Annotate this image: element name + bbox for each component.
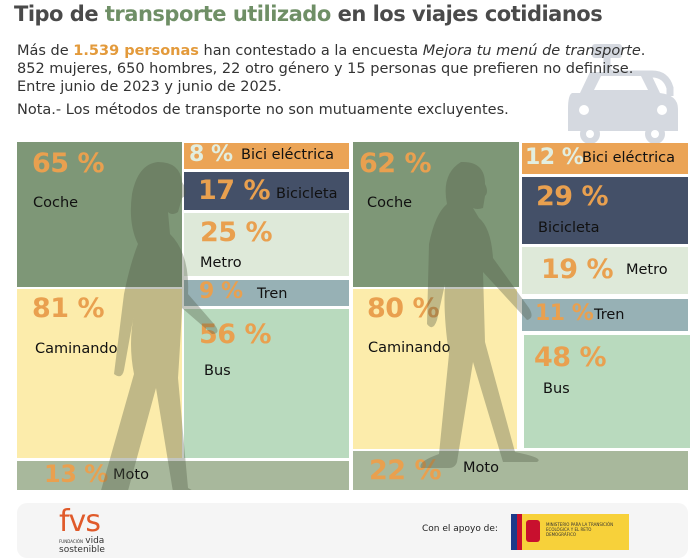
electric-car-icon: [568, 44, 678, 144]
category-label: Metro: [626, 262, 668, 278]
page-title: Tipo de transporte utilizado en los viaj…: [14, 2, 603, 26]
value-label: 9 %: [199, 280, 243, 304]
tile-bus: 56 % Bus: [184, 309, 349, 458]
value-label: 29 %: [536, 181, 609, 212]
value-label: 56 %: [199, 319, 272, 350]
category-label: Metro: [200, 255, 242, 271]
category-label: Caminando: [35, 341, 118, 357]
value-label: 13 %: [44, 461, 108, 488]
tile-caminando: 81 % Caminando: [17, 289, 182, 458]
value-label: 11 %: [535, 301, 594, 326]
value-label: 17 %: [198, 175, 271, 206]
tile-metro: 19 % Metro: [522, 247, 688, 294]
value-label: 48 %: [534, 342, 607, 373]
tile-caminando: 80 % Caminando: [353, 289, 517, 449]
category-label: Caminando: [368, 340, 451, 356]
category-label: Bicicleta: [538, 220, 600, 236]
intro-text: Más de 1.539 personas han contestado a l…: [17, 43, 646, 95]
value-label: 65 %: [32, 148, 105, 179]
value-label: 19 %: [541, 254, 614, 285]
category-label: Bici eléctrica: [582, 150, 675, 166]
category-label: Tren: [594, 307, 625, 323]
tile-moto: 22 % Moto: [353, 451, 688, 490]
tile-moto: 13 % Moto: [17, 461, 349, 490]
tile-tren: 11 % Tren: [522, 299, 688, 331]
tile-coche: 65 % Coche: [17, 142, 182, 287]
category-label: Coche: [33, 195, 79, 211]
ministry-logo: MINISTERIO PARA LA TRANSICIÓN ECOLÓGICA …: [511, 514, 629, 550]
value-label: 22 %: [369, 455, 442, 486]
value-label: 81 %: [32, 293, 105, 324]
footer: fvs FUNDACIÓN vida sostenible Con el apo…: [17, 503, 688, 558]
category-label: Moto: [463, 460, 499, 476]
category-label: Bici eléctrica: [241, 147, 334, 163]
tile-metro: 25 % Metro: [184, 213, 349, 276]
tile-bici-electrica: 12 % Bici eléctrica: [522, 143, 688, 174]
support-label: Con el apoyo de:: [422, 524, 498, 534]
value-label: 25 %: [200, 217, 273, 248]
category-label: Tren: [257, 286, 288, 302]
value-label: 8 %: [189, 143, 233, 167]
category-label: Coche: [367, 195, 413, 211]
tile-bicicleta: 17 % Bicicleta: [184, 172, 349, 210]
category-label: Moto: [113, 467, 149, 483]
category-label: Bicicleta: [276, 186, 338, 202]
note-text: Nota.- Los métodos de transporte no son …: [17, 102, 509, 118]
value-label: 80 %: [367, 293, 440, 324]
category-label: Bus: [543, 381, 570, 397]
tile-bus: 48 % Bus: [524, 335, 690, 448]
tile-bici-electrica: 8 % Bici eléctrica: [184, 143, 349, 169]
tile-coche: 62 % Coche: [353, 142, 519, 287]
fvs-logo: fvs FUNDACIÓN vida sostenible: [59, 504, 105, 555]
value-label: 62 %: [359, 148, 432, 179]
category-label: Bus: [204, 363, 231, 379]
tile-bicicleta: 29 % Bicicleta: [522, 177, 688, 244]
tile-tren: 9 % Tren: [184, 280, 349, 306]
value-label: 12 %: [525, 145, 584, 170]
